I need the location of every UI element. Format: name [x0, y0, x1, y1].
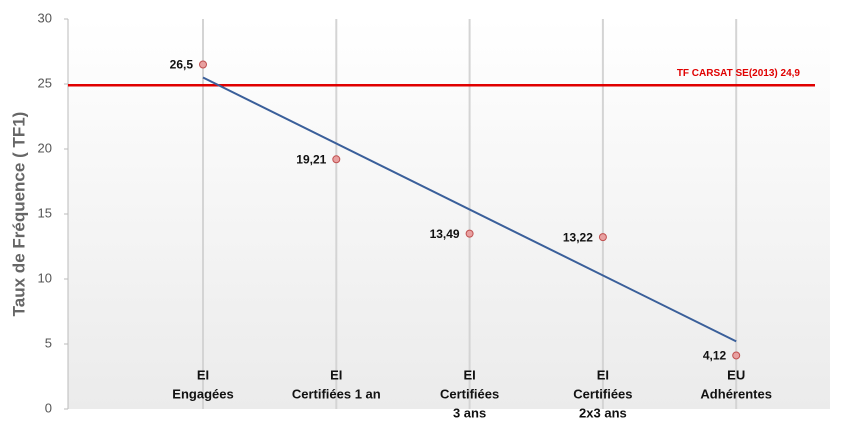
x-tick-label: EI: [463, 367, 475, 382]
trendline: [202, 76, 737, 343]
y-tick-label: 5: [45, 335, 52, 350]
x-tick-label: 2x3 ans: [579, 405, 627, 420]
point: [598, 233, 607, 242]
y-tick-label: 10: [38, 270, 52, 285]
y-tick-label: 25: [38, 75, 52, 90]
reference-label: TF CARSAT SE(2013) 24,9: [677, 68, 801, 79]
value-label: 13,49: [430, 227, 460, 241]
value-label: 4,12: [703, 349, 727, 363]
point: [199, 60, 207, 69]
y-tick-label: 20: [38, 140, 52, 155]
point: [732, 351, 741, 360]
plot-area: [68, 19, 830, 409]
x-tick-label: Certifiées: [440, 386, 499, 401]
value-label: 13,22: [563, 230, 593, 244]
x-tick-label: EI: [597, 367, 609, 382]
x-tick-label: EI: [197, 367, 209, 382]
point: [332, 155, 341, 164]
x-tick-label: EI: [330, 367, 342, 382]
y-tick-label: 30: [38, 10, 52, 25]
x-tick-label: Adhérentes: [700, 386, 772, 401]
x-tick-label: Certifiées: [573, 386, 632, 401]
x-tick-label: 3 ans: [453, 405, 486, 420]
point: [465, 229, 474, 238]
value-label: 26,5: [170, 58, 194, 72]
x-tick-label: EU: [727, 367, 745, 382]
value-label: 19,21: [296, 152, 326, 166]
y-tick-label: 0: [45, 400, 52, 415]
x-tick-label: Certifiées 1 an: [292, 386, 381, 401]
x-tick-label: Engagées: [172, 386, 233, 401]
y-axis-title: Taux de Fréquence ( TF1): [9, 112, 28, 317]
y-tick-label: 15: [38, 205, 52, 220]
